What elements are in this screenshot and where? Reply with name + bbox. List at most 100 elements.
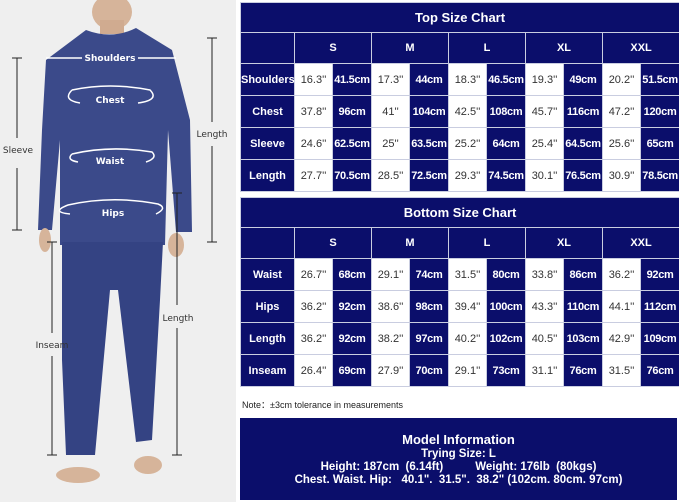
label-top-length: Length xyxy=(196,130,227,140)
cm-value: 102cm xyxy=(486,322,526,355)
inch-value: 25.2'' xyxy=(448,127,487,160)
size-header: XXL xyxy=(601,227,679,259)
inch-value: 17.3'' xyxy=(371,63,410,96)
cm-value: 74cm xyxy=(409,258,449,291)
cm-value: 98cm xyxy=(409,290,449,323)
inch-value: 30.1'' xyxy=(525,159,564,192)
cm-value: 62.5cm xyxy=(332,127,372,160)
size-header: M xyxy=(371,227,449,259)
inch-value: 40.5'' xyxy=(525,322,564,355)
cm-value: 74.5cm xyxy=(486,159,526,192)
measurement-row: Length 36.2'' 92cm 38.2'' 97cm 40.2'' 102cm 40.… xyxy=(240,322,679,355)
cm-value: 76cm xyxy=(639,354,679,387)
measurement-row: Sleeve 24.6'' 62.5cm 25'' 63.5cm 25.2'' 64cm 25… xyxy=(240,127,679,160)
cm-value: 97cm xyxy=(409,322,449,355)
chart-title-row: Top Size Chart xyxy=(239,2,679,33)
inch-value: 44.1'' xyxy=(602,290,641,323)
inch-value: 16.3'' xyxy=(294,63,333,96)
cm-value: 96cm xyxy=(332,95,372,128)
label-sleeve: Sleeve xyxy=(3,146,34,156)
cm-value: 64.5cm xyxy=(563,127,603,160)
inch-value: 31.1'' xyxy=(525,354,564,387)
bottom-size-chart: Bottom Size Chart S M L XL XXL Waist 26.7'' 68cm… xyxy=(239,197,679,387)
size-header: L xyxy=(448,227,526,259)
label-inseam: Inseam xyxy=(36,341,69,351)
inch-value: 47.2'' xyxy=(602,95,641,128)
inch-value: 25.4'' xyxy=(525,127,564,160)
inch-value: 29.3'' xyxy=(448,159,487,192)
cm-value: 65cm xyxy=(639,127,679,160)
label-chest: Chest xyxy=(96,96,125,106)
inch-value: 29.1'' xyxy=(448,354,487,387)
label-shoulders: Shoulders xyxy=(85,54,136,64)
chart-title-row: Bottom Size Chart xyxy=(239,197,679,228)
row-label: Chest xyxy=(240,95,295,128)
inch-value: 28.5'' xyxy=(371,159,410,192)
cm-value: 116cm xyxy=(563,95,603,128)
measurement-row: Length 27.7'' 70.5cm 28.5'' 72.5cm 29.3'' 74.5… xyxy=(240,159,679,192)
left-foot xyxy=(56,467,100,483)
row-label: Length xyxy=(240,159,295,192)
cm-value: 70.5cm xyxy=(332,159,372,192)
inch-value: 31.5'' xyxy=(448,258,487,291)
row-label: Waist xyxy=(240,258,295,291)
row-label: Length xyxy=(240,322,295,355)
inch-value: 37.8'' xyxy=(294,95,333,128)
inch-value: 19.3'' xyxy=(525,63,564,96)
row-label: Hips xyxy=(240,290,295,323)
neck xyxy=(100,20,124,34)
cm-value: 112cm xyxy=(639,290,679,323)
inch-value: 30.9'' xyxy=(602,159,641,192)
model-measurements: Chest. Waist. Hip: 40.1". 31.5". 38.2" (… xyxy=(294,474,623,486)
label-waist: Waist xyxy=(96,157,125,167)
chart-title: Bottom Size Chart xyxy=(239,197,679,228)
cm-value: 49cm xyxy=(563,63,603,96)
cm-value: 63.5cm xyxy=(409,127,449,160)
inch-value: 25.6'' xyxy=(602,127,641,160)
shirt xyxy=(38,28,192,245)
cm-value: 120cm xyxy=(639,95,679,128)
top-size-chart: Top Size Chart S M L XL XXL Shoulders 16.3'' 41.… xyxy=(239,2,679,192)
measurement-row: Waist 26.7'' 68cm 29.1'' 74cm 31.5'' 80cm 33.8'… xyxy=(240,258,679,291)
inch-value: 33.8'' xyxy=(525,258,564,291)
pants xyxy=(62,242,163,455)
size-header: XXL xyxy=(601,32,679,64)
model-trying-size: Trying Size: L xyxy=(421,448,496,460)
cm-value: 68cm xyxy=(332,258,372,291)
cm-value: 51.5cm xyxy=(639,63,679,96)
measurement-row: Hips 36.2'' 92cm 38.6'' 98cm 39.4'' 100cm 43.3'… xyxy=(240,290,679,323)
inch-value: 29.1'' xyxy=(371,258,410,291)
cm-value: 109cm xyxy=(639,322,679,355)
inch-value: 26.7'' xyxy=(294,258,333,291)
chart-title: Top Size Chart xyxy=(239,2,679,33)
inch-value: 36.2'' xyxy=(294,322,333,355)
tolerance-note: Note：±3cm tolerance in measurements xyxy=(242,400,404,410)
model-info-title: Model Information xyxy=(402,432,515,447)
inch-value: 42.5'' xyxy=(448,95,487,128)
cm-value: 64cm xyxy=(486,127,526,160)
right-foot xyxy=(134,456,162,474)
cm-value: 80cm xyxy=(486,258,526,291)
size-header: S xyxy=(294,32,372,64)
measurement-row: Shoulders 16.3'' 41.5cm 17.3'' 44cm 18.3'' 46.… xyxy=(240,63,679,96)
cm-value: 92cm xyxy=(332,290,372,323)
cm-value: 73cm xyxy=(486,354,526,387)
size-header: XL xyxy=(525,32,603,64)
size-header-row: S M L XL XXL xyxy=(240,227,679,259)
right-hand xyxy=(168,233,184,257)
row-label: Sleeve xyxy=(240,127,295,160)
cm-value: 70cm xyxy=(409,354,449,387)
cm-value: 108cm xyxy=(486,95,526,128)
label-bottom-length: Length xyxy=(162,314,193,324)
inch-value: 43.3'' xyxy=(525,290,564,323)
model-figure-illustration: Shoulders Chest Waist Hips Sleeve Length… xyxy=(0,0,236,502)
model-information-panel: Model Information Trying Size: L Height:… xyxy=(240,418,677,500)
inch-value: 40.2'' xyxy=(448,322,487,355)
cm-value: 86cm xyxy=(563,258,603,291)
row-label: Shoulders xyxy=(240,63,295,96)
inch-value: 36.2'' xyxy=(294,290,333,323)
inch-value: 26.4'' xyxy=(294,354,333,387)
corner-cell xyxy=(240,32,295,64)
cm-value: 76cm xyxy=(563,354,603,387)
size-header: M xyxy=(371,32,449,64)
